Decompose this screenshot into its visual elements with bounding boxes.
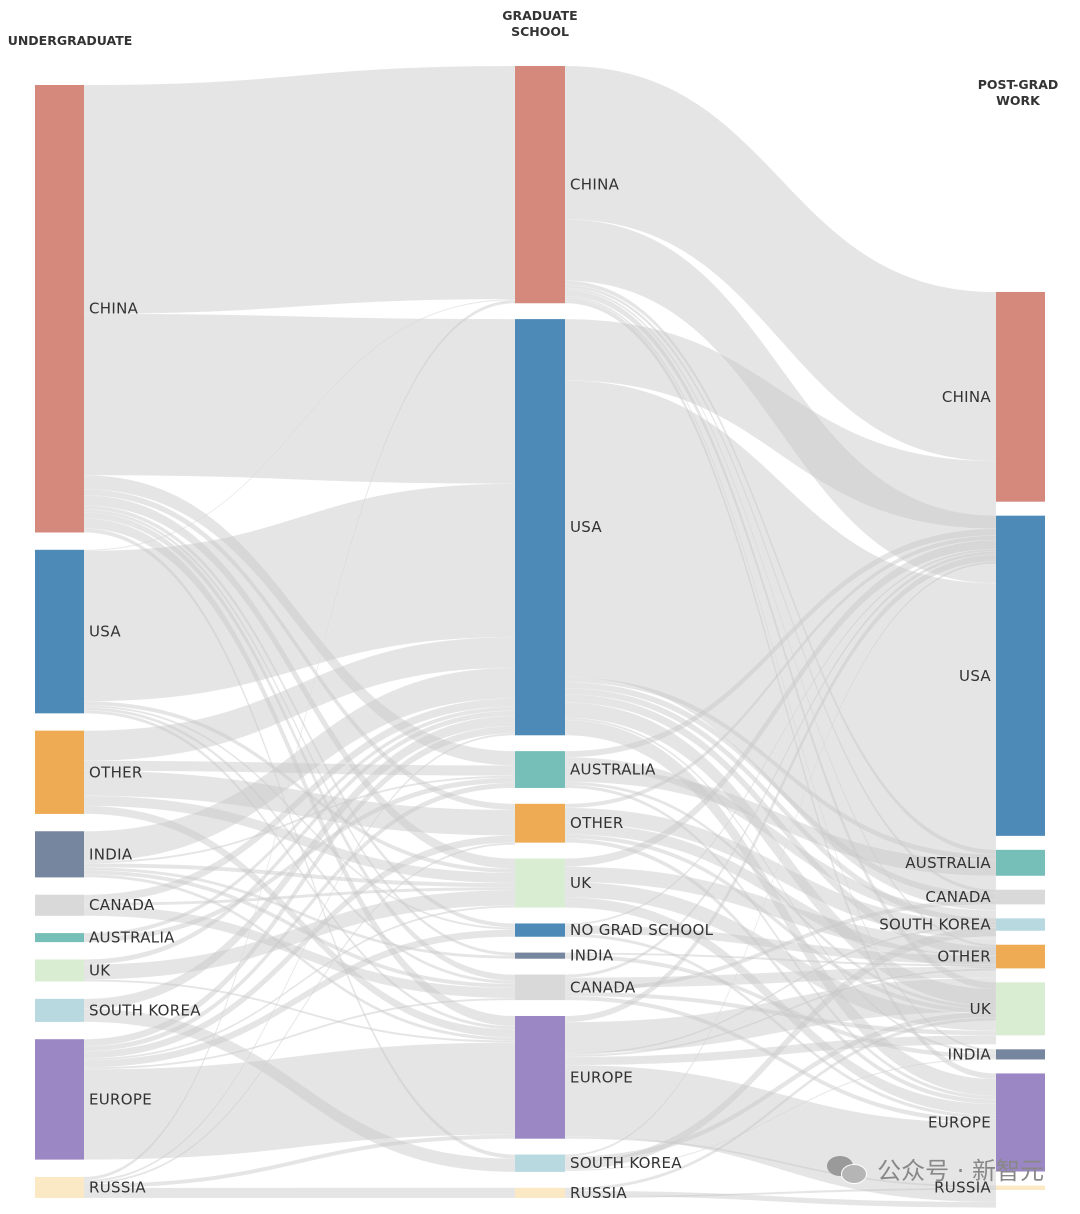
label-grad-south-korea: SOUTH KOREA bbox=[570, 1154, 682, 1172]
watermark-text: 公众号 · 新智元 bbox=[877, 1157, 1044, 1185]
link-grad-pg-canada-to-usa bbox=[564, 966, 997, 989]
watermark: 公众号 · 新智元 bbox=[827, 1151, 1044, 1186]
link-grad-pg-south-korea-to-south-korea bbox=[564, 927, 997, 1171]
node-undergrad-india bbox=[35, 831, 84, 878]
link-grad-pg-south-korea-to-india bbox=[564, 1058, 997, 1172]
node-undergrad-other bbox=[35, 730, 84, 814]
link-ug-grad-russia-to-usa bbox=[83, 733, 516, 1183]
link-ug-grad-russia-to-other bbox=[83, 842, 516, 1185]
node-grad-uk bbox=[515, 858, 565, 908]
label-postgrad-australia: AUSTRALIA bbox=[905, 854, 991, 872]
link-grad-pg-usa-to-usa bbox=[564, 380, 997, 911]
label-grad-russia: RUSSIA bbox=[570, 1184, 627, 1202]
node-undergrad-china bbox=[35, 85, 84, 533]
label-grad-usa: USA bbox=[570, 518, 602, 536]
link-ug-grad-south-korea-to-south-korea bbox=[83, 1008, 516, 1173]
link-grad-pg-australia-to-australia bbox=[564, 767, 997, 876]
label-postgrad-russia: RUSSIA bbox=[934, 1179, 991, 1197]
stage-header-post-grad-work: POST-GRAD WORK bbox=[978, 77, 1059, 108]
node-undergrad-canada bbox=[35, 894, 84, 916]
label-postgrad-canada: CANADA bbox=[925, 888, 991, 906]
node-grad-canada bbox=[515, 974, 565, 1001]
node-undergrad-uk bbox=[35, 959, 84, 982]
node-grad-australia bbox=[515, 751, 565, 788]
node-postgrad-other bbox=[996, 944, 1045, 969]
node-undergrad-europe bbox=[35, 1039, 84, 1160]
label-undergrad-australia: AUSTRALIA bbox=[89, 929, 175, 947]
link-ug-grad-russia-to-russia bbox=[83, 1187, 516, 1199]
link-grad-pg-russia-to-europe bbox=[564, 1190, 997, 1208]
node-grad-usa bbox=[515, 319, 565, 736]
node-grad-india bbox=[515, 952, 565, 959]
node-grad-south-korea bbox=[515, 1154, 565, 1172]
node-undergrad-russia bbox=[35, 1176, 84, 1198]
label-postgrad-south-korea: SOUTH KOREA bbox=[879, 916, 991, 934]
link-grad-pg-usa-to-china bbox=[564, 318, 997, 529]
sankey-labels: CHINA USA OTHER INDIA CANADA AUSTRALIA UK SOUTH… bbox=[89, 176, 992, 1202]
sankey-links bbox=[83, 65, 997, 1208]
node-grad-europe bbox=[515, 1015, 565, 1139]
node-grad-china bbox=[515, 66, 565, 304]
label-undergrad-china: CHINA bbox=[89, 300, 139, 318]
node-undergrad-australia bbox=[35, 933, 84, 943]
link-grad-pg-europe-to-europe bbox=[564, 1064, 997, 1203]
node-postgrad-australia bbox=[996, 849, 1045, 876]
stage-headers: UNDERGRADUATE GRADUATE SCHOOL POST-GRAD WORK bbox=[8, 8, 1059, 108]
node-postgrad-china bbox=[996, 292, 1045, 502]
link-grad-pg-europe-to-uk bbox=[564, 1035, 997, 1066]
link-ug-grad-china-to-usa bbox=[83, 313, 516, 484]
node-undergrad-usa bbox=[35, 549, 84, 714]
label-postgrad-china: CHINA bbox=[942, 388, 992, 406]
label-grad-other: OTHER bbox=[570, 814, 624, 832]
label-undergrad-other: OTHER bbox=[89, 763, 143, 781]
node-grad-other bbox=[515, 803, 565, 843]
sankey-nodes bbox=[35, 66, 1045, 1198]
label-postgrad-europe: EUROPE bbox=[928, 1113, 991, 1131]
label-grad-australia: AUSTRALIA bbox=[570, 761, 656, 779]
label-grad-europe: EUROPE bbox=[570, 1068, 633, 1086]
node-postgrad-uk bbox=[996, 982, 1045, 1036]
node-grad-no-grad-school bbox=[515, 923, 565, 937]
wechat-icon bbox=[827, 1154, 868, 1184]
link-grad-pg-europe-to-other bbox=[564, 968, 997, 1058]
label-undergrad-south-korea: SOUTH KOREA bbox=[89, 1001, 201, 1019]
node-postgrad-india bbox=[996, 1049, 1045, 1060]
link-grad-pg-china-to-usa bbox=[564, 219, 997, 584]
node-undergrad-south-korea bbox=[35, 998, 84, 1022]
link-ug-grad-india-to-india bbox=[83, 867, 516, 959]
label-grad-china: CHINA bbox=[570, 176, 620, 194]
label-undergrad-canada: CANADA bbox=[89, 896, 155, 914]
node-grad-russia bbox=[515, 1187, 565, 1198]
stage-header-undergraduate: UNDERGRADUATE bbox=[8, 33, 133, 48]
label-postgrad-other: OTHER bbox=[937, 948, 991, 966]
label-postgrad-india: INDIA bbox=[948, 1045, 992, 1063]
node-postgrad-canada bbox=[996, 889, 1045, 905]
label-undergrad-europe: EUROPE bbox=[89, 1090, 152, 1108]
label-postgrad-uk: UK bbox=[970, 1000, 992, 1018]
label-grad-no-grad-school: NO GRAD SCHOOL bbox=[570, 921, 714, 939]
link-ug-grad-china-to-china bbox=[83, 65, 516, 314]
node-postgrad-south-korea bbox=[996, 918, 1045, 931]
node-postgrad-russia bbox=[996, 1185, 1045, 1190]
label-grad-uk: UK bbox=[570, 874, 592, 892]
node-postgrad-europe bbox=[996, 1073, 1045, 1172]
node-postgrad-usa bbox=[996, 515, 1045, 836]
link-grad-pg-other-to-usa bbox=[564, 807, 997, 939]
label-postgrad-usa: USA bbox=[959, 667, 991, 685]
label-undergrad-uk: UK bbox=[89, 961, 111, 979]
stage-header-graduate-school: GRADUATE SCHOOL bbox=[502, 8, 577, 39]
label-grad-canada: CANADA bbox=[570, 978, 636, 996]
label-grad-india: INDIA bbox=[570, 947, 614, 965]
label-undergrad-usa: USA bbox=[89, 623, 121, 641]
label-undergrad-india: INDIA bbox=[89, 845, 133, 863]
label-undergrad-russia: RUSSIA bbox=[89, 1178, 146, 1196]
